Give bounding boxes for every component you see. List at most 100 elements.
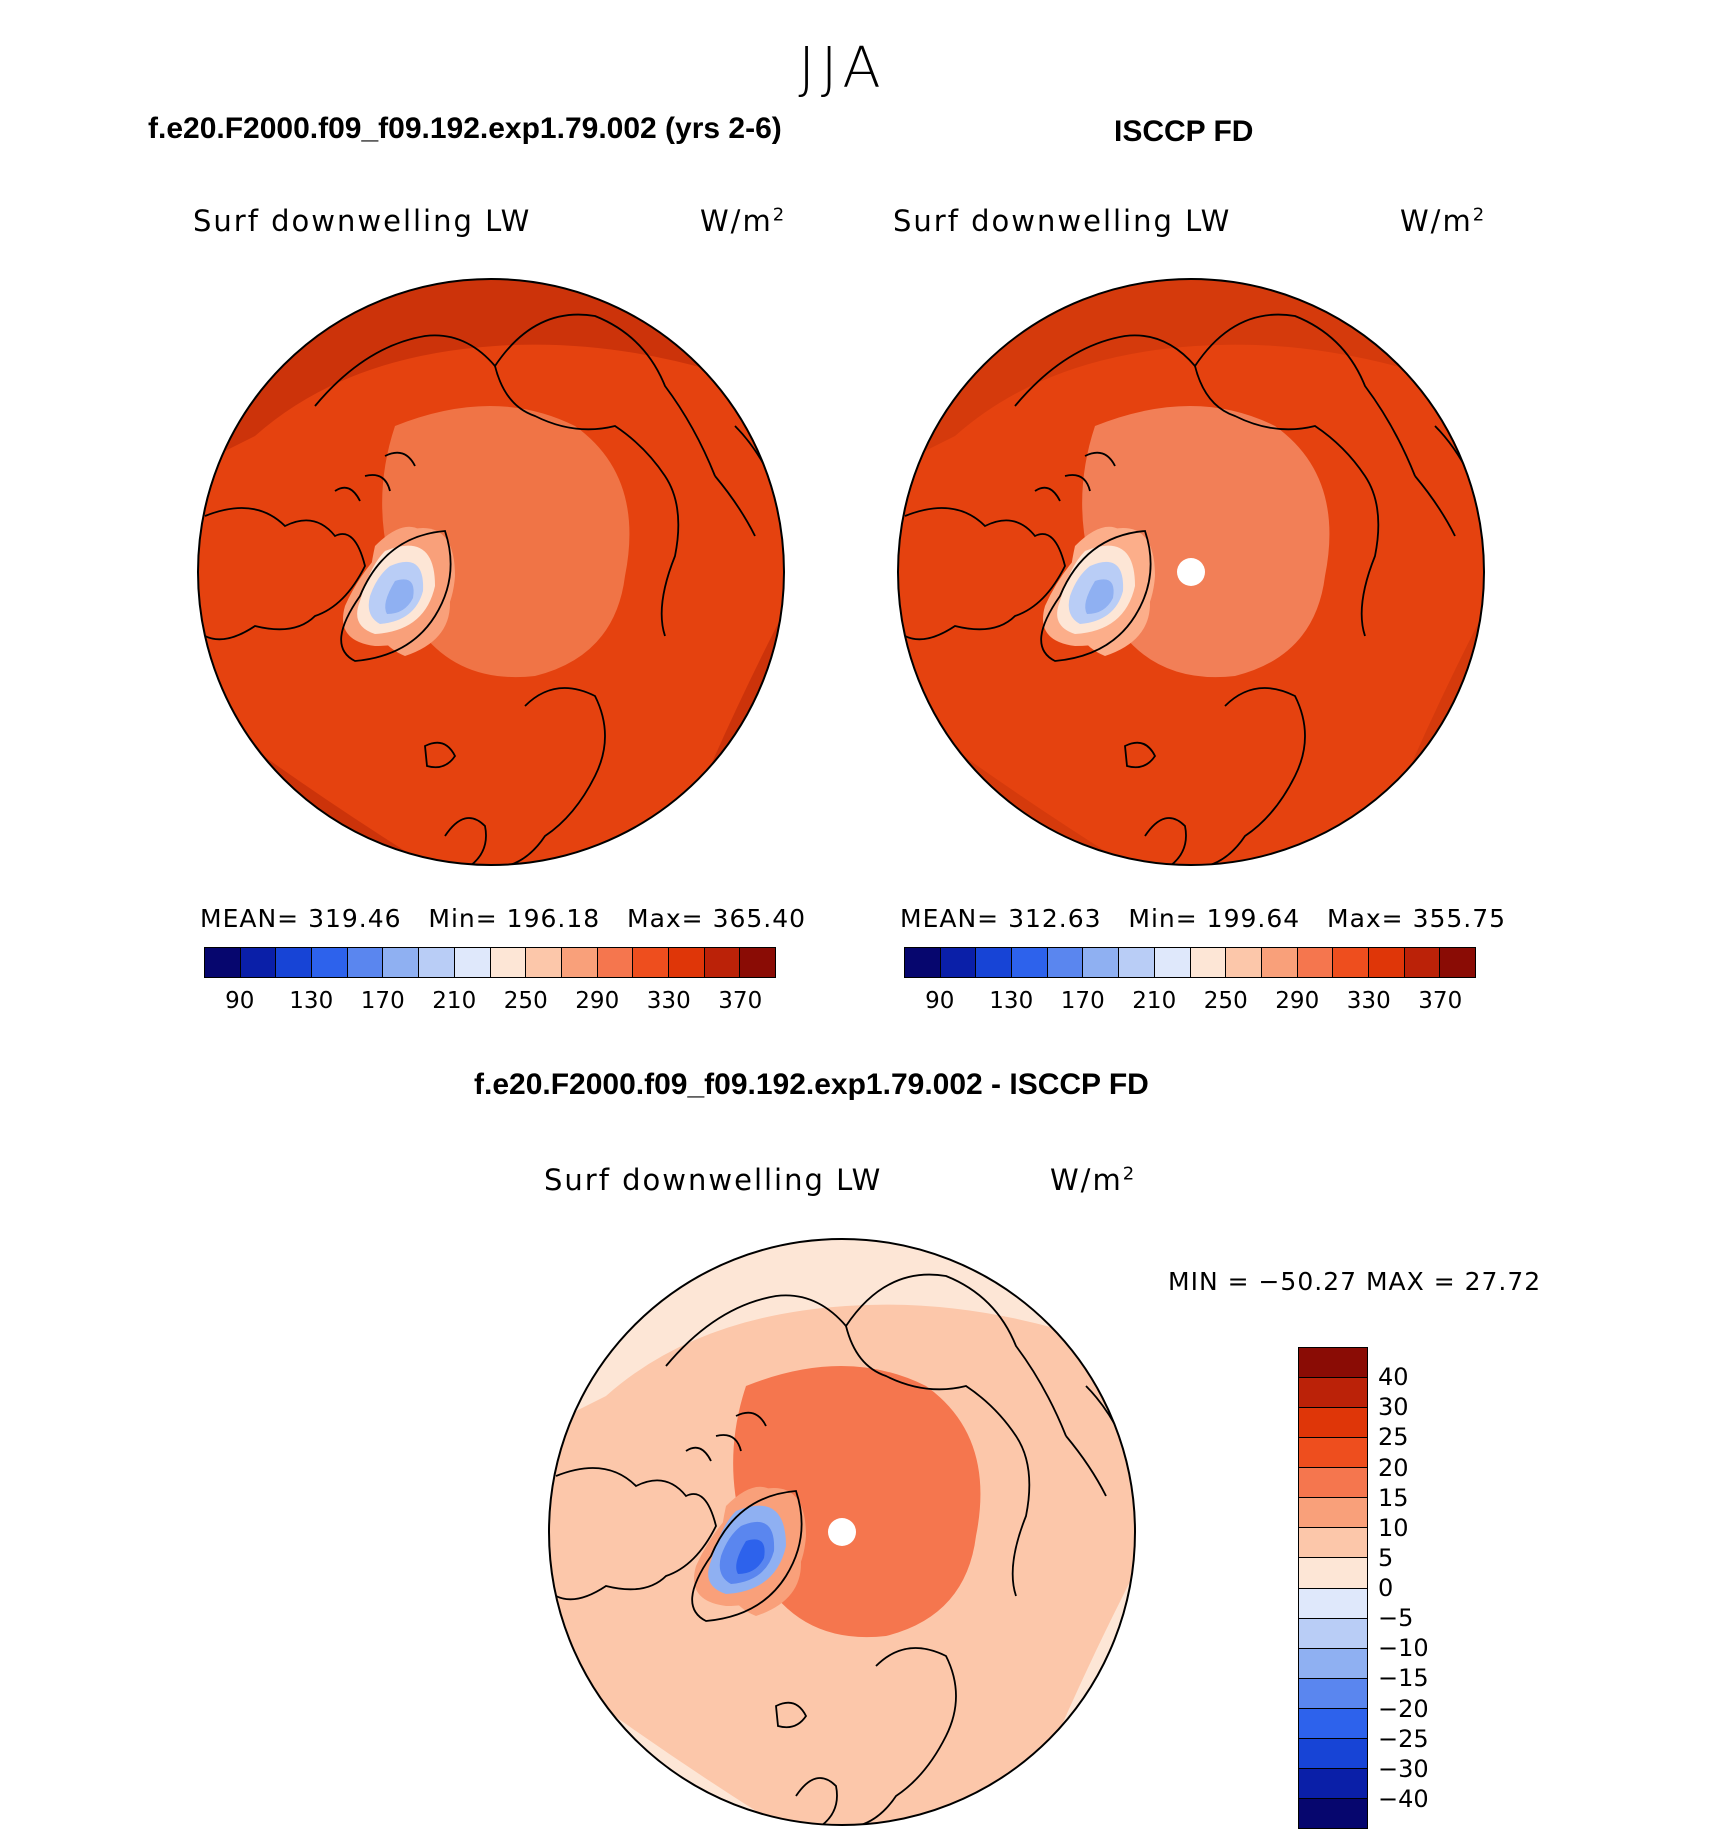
colorbar-swatch (1297, 948, 1334, 977)
obs-colorbar (904, 947, 1476, 978)
colorbar-swatch (1299, 1558, 1367, 1589)
colorbar-tick-label: 130 (289, 988, 334, 1014)
colorbar-swatch (905, 948, 941, 977)
colorbar-swatch (1299, 1438, 1367, 1469)
colorbar-swatch (1299, 1618, 1367, 1649)
colorbar-tick-label: 130 (989, 988, 1034, 1014)
colorbar-tick-label: 30 (1378, 1393, 1409, 1422)
pole-missing-data (828, 1518, 856, 1546)
colorbar-tick-label: −40 (1378, 1784, 1429, 1813)
map-coastline-greenland (340, 530, 452, 662)
obs-units-label: W/m2 (1400, 204, 1487, 238)
map-coastline-northamerica (555, 1467, 717, 1601)
colorbar-swatch (1299, 1738, 1367, 1769)
colorbar-tick-label: 0 (1378, 1574, 1394, 1602)
map-greenland-summit (736, 1539, 765, 1574)
colorbar-tick-label: 330 (1346, 988, 1391, 1014)
model-mean-label: MEAN= (200, 904, 300, 933)
map-greenland-summit (385, 579, 414, 614)
map-coastline-islands (685, 1411, 767, 1462)
map-boundary (548, 1238, 1136, 1826)
colorbar-swatch (597, 948, 634, 977)
colorbar-swatch (976, 948, 1013, 977)
map-boundary (197, 278, 785, 866)
colorbar-tick-label: 5 (1378, 1543, 1394, 1572)
map-coastline-siberia (665, 1273, 1067, 1437)
colorbar-swatch (312, 948, 348, 977)
pole-missing-data (1177, 558, 1205, 586)
colorbar-tick-label: 25 (1378, 1423, 1409, 1452)
colorbar-tick-label: −20 (1378, 1694, 1429, 1723)
obs-colorbar-ticks: 90 130 170 210 250 290 330 370 (904, 988, 1476, 1018)
colorbar-swatch (347, 948, 384, 977)
model-min-label: Min= (428, 904, 498, 933)
colorbar-tick-label: 210 (1132, 988, 1177, 1014)
colorbar-swatch (704, 948, 741, 977)
colorbar-tick-label: −30 (1378, 1754, 1429, 1783)
map-coastline-greenland (1040, 530, 1152, 662)
map-field (898, 279, 1484, 865)
obs-polar-map (897, 278, 1485, 866)
colorbar-swatch (490, 948, 527, 977)
model-min-value: 196.18 (506, 904, 601, 933)
diff-units-label: W/m2 (1050, 1163, 1137, 1197)
map-coastline-russia (1194, 365, 1380, 637)
obs-mean-label: MEAN= (900, 904, 1000, 933)
diff-colorbar (1298, 1347, 1368, 1829)
colorbar-tick-label: 10 (1378, 1513, 1409, 1542)
colorbar-tick-label: 370 (718, 988, 763, 1014)
colorbar-tick-label: −10 (1378, 1634, 1429, 1663)
map-coastline-iceland (1124, 741, 1157, 769)
map-region-north (898, 279, 1484, 466)
diff-minmax: MIN = −50.27 MAX = 27.72 (1168, 1267, 1542, 1296)
obs-mean-value: 312.63 (1008, 904, 1102, 933)
colorbar-swatch (1226, 948, 1262, 977)
colorbar-swatch (1299, 1798, 1367, 1828)
colorbar-tick-label: 290 (575, 988, 620, 1014)
colorbar-swatch (1047, 948, 1084, 977)
obs-variable-label: Surf downwelling LW (893, 204, 1232, 238)
colorbar-swatch (1368, 948, 1405, 977)
diff-polar-map (548, 1238, 1136, 1826)
map-coastline-islands (1034, 451, 1116, 502)
colorbar-swatch (1012, 948, 1048, 977)
model-colorbar (204, 947, 776, 978)
colorbar-swatch (276, 948, 313, 977)
colorbar-swatch (1333, 948, 1369, 977)
map-coastline-iceland (424, 741, 457, 769)
colorbar-swatch (1154, 948, 1191, 977)
colorbar-swatch (454, 948, 491, 977)
colorbar-tick-label: 90 (225, 988, 255, 1014)
colorbar-swatch (1299, 1528, 1367, 1559)
colorbar-swatch (1404, 948, 1441, 977)
map-coastline-northamerica (204, 507, 366, 641)
colorbar-swatch (561, 948, 598, 977)
colorbar-tick-label: 90 (925, 988, 955, 1014)
colorbar-tick-label: 170 (360, 988, 405, 1014)
colorbar-tick-label: 330 (646, 988, 691, 1014)
map-coastline-britain (795, 1777, 838, 1825)
map-coastline-islands (334, 451, 416, 502)
model-max-label: Max= (627, 904, 704, 933)
colorbar-tick-label: −5 (1378, 1604, 1414, 1633)
map-region-north (198, 279, 784, 466)
map-coastline-siberia (1014, 313, 1416, 477)
season-title: JJA (798, 36, 887, 101)
colorbar-tick-label: −25 (1378, 1724, 1429, 1753)
colorbar-swatch (940, 948, 977, 977)
map-coastline-britain (444, 817, 487, 865)
obs-panel-title: ISCCP FD (1114, 115, 1254, 148)
map-coastline-scandinavia (494, 687, 606, 865)
model-polar-map (197, 278, 785, 866)
colorbar-swatch (383, 948, 420, 977)
obs-min-label: Min= (1128, 904, 1198, 933)
colorbar-swatch (1299, 1348, 1367, 1379)
colorbar-tick-label: 250 (503, 988, 548, 1014)
colorbar-swatch (1299, 1468, 1367, 1499)
colorbar-swatch (668, 948, 705, 977)
colorbar-tick-label: 290 (1275, 988, 1320, 1014)
model-variable-label: Surf downwelling LW (193, 204, 532, 238)
colorbar-swatch (1299, 1768, 1367, 1799)
map-coastline-russia (494, 365, 680, 637)
map-coastline-siberia (314, 313, 716, 477)
